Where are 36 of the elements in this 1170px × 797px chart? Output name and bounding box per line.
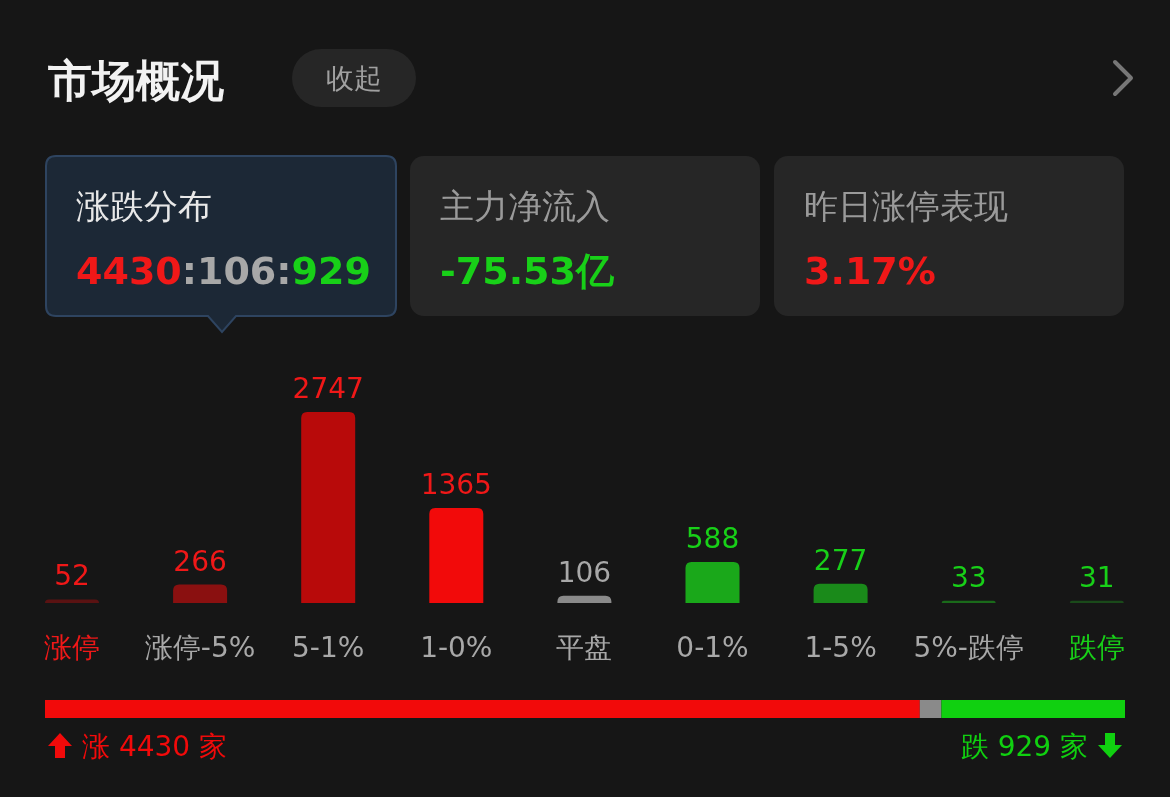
- data-label: 52: [54, 559, 90, 593]
- x-tick-label: 涨停: [44, 631, 100, 664]
- bar: [301, 412, 356, 603]
- x-tick-label: 5%-跌停: [913, 631, 1024, 664]
- text: 3.17%: [804, 249, 936, 293]
- bar: [685, 562, 740, 603]
- data-label: 33: [950, 560, 987, 594]
- data-label: 1365: [420, 468, 492, 502]
- text: -75.53亿: [440, 249, 615, 293]
- x-tick-label: 跌停: [1068, 631, 1125, 664]
- data-label: 31: [1078, 560, 1115, 594]
- text: 4430:106:929: [76, 249, 371, 293]
- x-tick-label: 5-1%: [292, 631, 365, 664]
- data-label: 588: [685, 522, 740, 556]
- x-tick-label: 1-5%: [804, 631, 877, 664]
- bar: [173, 584, 228, 603]
- x-tick-label: 涨停-5%: [144, 631, 256, 664]
- text: 主力净流入: [440, 186, 610, 226]
- data-label: 2747: [292, 372, 364, 405]
- text: 市场概况: [48, 55, 224, 106]
- data-label: 266: [173, 544, 227, 578]
- bar: [557, 595, 612, 603]
- x-tick-label: 平盘: [556, 631, 613, 664]
- bar: [813, 583, 868, 603]
- text: 昨日涨停表现: [804, 186, 1008, 226]
- bar: [429, 508, 484, 603]
- text: 涨跌分布: [76, 186, 212, 226]
- bar: [45, 599, 99, 603]
- data-label: 277: [813, 543, 868, 577]
- text: 跌 929 家: [960, 730, 1088, 763]
- bar: [1069, 600, 1124, 603]
- data-label: 106: [557, 555, 612, 589]
- text: 收起: [326, 62, 382, 95]
- text: 涨 4430 家: [82, 730, 228, 763]
- x-tick-label: 0-1%: [676, 631, 749, 664]
- x-tick-label: 1-0%: [420, 631, 493, 664]
